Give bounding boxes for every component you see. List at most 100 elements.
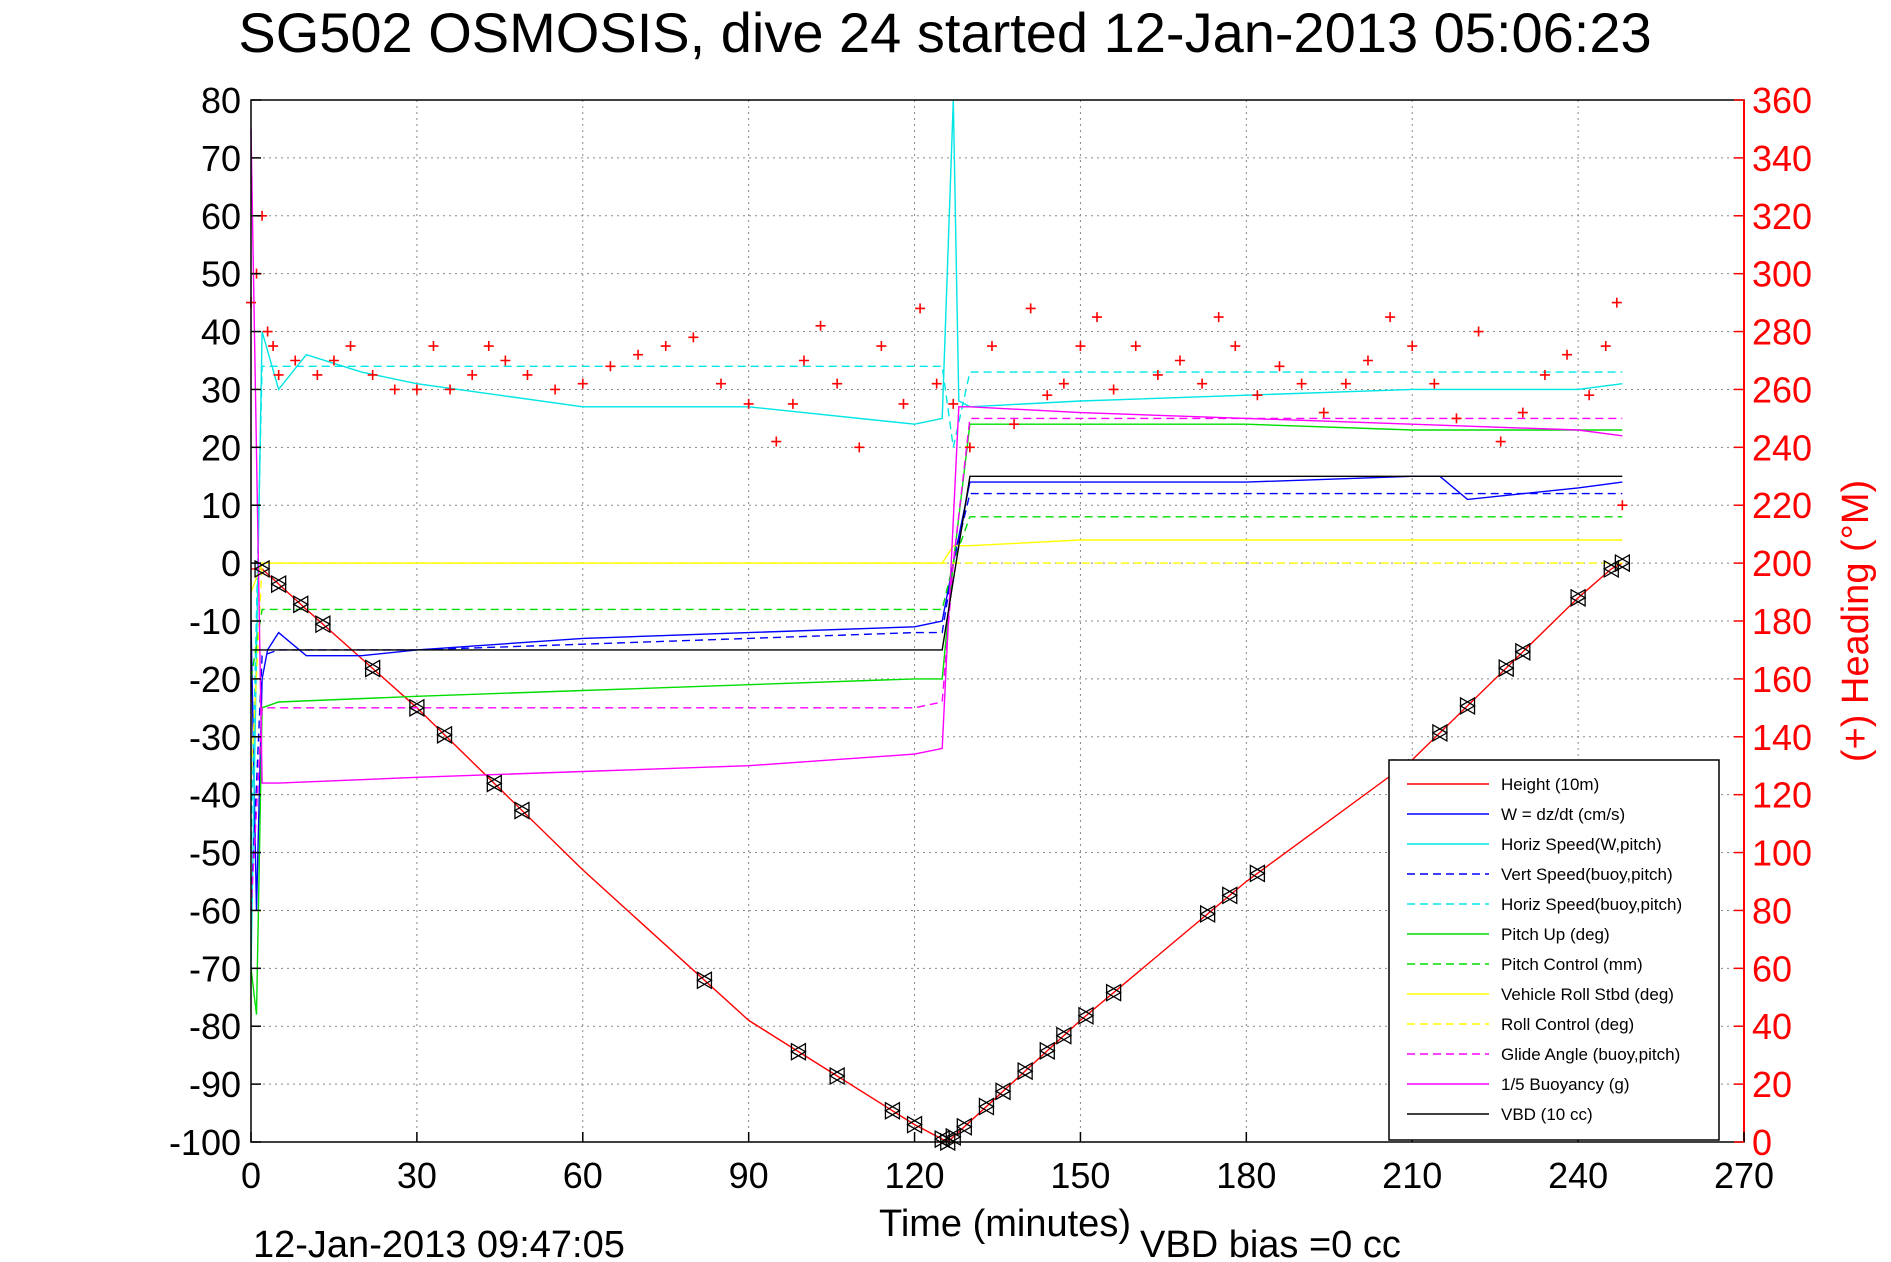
heading-point	[1213, 312, 1224, 323]
series-layer	[250, 99, 1623, 1143]
heading-point	[290, 355, 301, 366]
triangle-marker	[1459, 696, 1476, 716]
heading-point	[1600, 341, 1611, 352]
heading-point	[1562, 349, 1573, 360]
y-tick-label: 20	[201, 427, 241, 468]
y-tick-label: 30	[201, 369, 241, 410]
heading-point	[1197, 378, 1208, 389]
series-line-horiz-speed-w-pitch	[250, 99, 1623, 969]
triangle-marker	[270, 574, 287, 594]
triangle-marker	[1249, 864, 1266, 883]
triangle-marker	[1497, 658, 1515, 678]
legend-label: Height (10m)	[1501, 775, 1599, 794]
heading-point	[1108, 384, 1119, 395]
triangle-marker	[314, 615, 332, 634]
y-right-tick-label: 160	[1752, 659, 1812, 700]
heading-point	[1009, 419, 1020, 430]
y-tick-label: -40	[189, 775, 241, 816]
footer-vbd-bias: VBD bias =0 cc	[1140, 1224, 1401, 1262]
series-line-pitch-up-deg	[250, 423, 1623, 1015]
heading-point	[815, 320, 826, 331]
triangle-marker	[1077, 1006, 1095, 1025]
x-tick-label: 90	[729, 1155, 769, 1196]
y-right-tick-label: 280	[1752, 312, 1812, 353]
heading-point	[428, 341, 439, 352]
footer-timestamp: 12-Jan-2013 09:47:05	[253, 1224, 625, 1262]
heading-point	[716, 378, 727, 389]
heading-point	[1274, 361, 1285, 372]
legend-label: VBD (10 cc)	[1501, 1105, 1593, 1124]
legend-label: Pitch Control (mm)	[1501, 955, 1643, 974]
legend-label: Horiz Speed(buoy,pitch)	[1501, 895, 1682, 914]
x-tick-label: 270	[1714, 1155, 1774, 1196]
heading-point	[660, 341, 671, 352]
heading-point	[577, 378, 588, 389]
heading-point	[854, 442, 865, 453]
y-tick-label: -20	[189, 659, 241, 700]
y-tick-label: 80	[201, 80, 241, 121]
heading-point	[1152, 369, 1163, 380]
heading-point	[1058, 378, 1069, 389]
triangle-marker	[436, 725, 453, 744]
heading-point	[328, 355, 339, 366]
y-right-tick-label: 140	[1752, 717, 1812, 758]
heading-point	[688, 332, 699, 343]
x-tick-label: 0	[241, 1155, 261, 1196]
heading-point	[1429, 378, 1440, 389]
triangle-marker	[1038, 1041, 1056, 1060]
x-tick-label: 30	[397, 1155, 437, 1196]
heading-point	[743, 398, 754, 409]
heading-point	[1025, 303, 1036, 314]
legend-label: 1/5 Buoyancy (g)	[1501, 1075, 1630, 1094]
legend-label: W = dz/dt (cm/s)	[1501, 805, 1625, 824]
triangle-marker	[513, 801, 531, 820]
heading-point	[1075, 341, 1086, 352]
triangle-marker	[978, 1097, 995, 1116]
y-tick-label: -30	[189, 717, 241, 758]
y-right-tick-label: 20	[1752, 1064, 1792, 1105]
triangle-marker	[956, 1117, 973, 1136]
heading-point	[273, 369, 284, 380]
triangle-marker	[790, 1042, 807, 1061]
legend-label: Vehicle Roll Stbd (deg)	[1501, 985, 1674, 1004]
heading-point	[1362, 355, 1373, 366]
heading-point	[771, 436, 782, 447]
heading-point	[1042, 390, 1053, 401]
y-right-tick-label: 120	[1752, 775, 1812, 816]
heading-point	[1296, 378, 1307, 389]
y-right-tick-label: 60	[1752, 948, 1792, 989]
triangle-marker	[1614, 553, 1631, 573]
y-tick-label: 70	[201, 138, 241, 179]
legend-box	[1388, 759, 1720, 1141]
triangle-marker	[1221, 886, 1239, 905]
heading-point	[1252, 390, 1263, 401]
y-right-axis-ticks: 3603403203002802602402202001801601401201…	[1734, 80, 1812, 1163]
series-line-vbd-10-cc	[251, 475, 1623, 651]
x-tick-label: 240	[1548, 1155, 1608, 1196]
legend-label: Roll Control (deg)	[1501, 1015, 1634, 1034]
triangle-marker	[1199, 904, 1216, 924]
triangle-marker	[1431, 723, 1449, 743]
x-tick-label: 180	[1216, 1155, 1276, 1196]
heading-point	[931, 378, 942, 389]
heading-point	[522, 369, 533, 380]
y-right-tick-label: 180	[1752, 601, 1812, 642]
triangle-marker	[906, 1115, 923, 1134]
heading-point	[1130, 341, 1141, 352]
y-tick-label: -10	[189, 601, 241, 642]
series-line-height-10m	[251, 562, 1623, 1143]
y-tick-label: -60	[189, 890, 241, 931]
series-line-horiz-speed-buoy-pitch	[250, 365, 1623, 853]
heading-point	[1340, 378, 1351, 389]
legend-label: Glide Angle (buoy,pitch)	[1501, 1045, 1680, 1064]
heading-point	[312, 369, 323, 380]
triangle-marker	[1569, 588, 1587, 607]
y-axis-ticks: 80 70 60 50 40 30 20 10 0 -10 -20 -30 -40 -50 -60 -70 -8…	[169, 80, 261, 1163]
y-right-axis-label: (+) Heading (°M)	[1835, 480, 1877, 762]
y-right-tick-label: 260	[1752, 369, 1812, 410]
y-right-tick-label: 360	[1752, 80, 1812, 121]
legend-label: Pitch Up (deg)	[1501, 925, 1610, 944]
x-tick-label: 150	[1050, 1155, 1110, 1196]
heading-point	[1617, 500, 1628, 511]
heading-point	[500, 355, 511, 366]
